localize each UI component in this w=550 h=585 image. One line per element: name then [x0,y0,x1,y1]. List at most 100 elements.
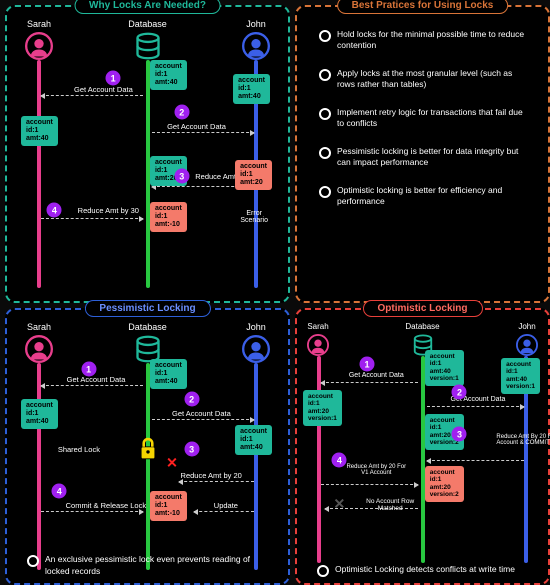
panel-best-practices: Best Pratices for Using Locks Hold locks… [295,5,550,303]
step-badge: 1 [360,357,375,372]
data-box: accountid:1amt:40 [150,60,187,90]
msg-label: Get Account Data [167,122,226,131]
list-item: Optimistic locking is better for efficie… [309,185,536,208]
list-text: Pessimistic locking is better for data i… [337,146,526,169]
actor-john: John [242,19,270,60]
arrow [41,95,143,96]
list-text: Optimistic locking is better for efficie… [337,185,526,208]
bullet-icon [319,30,331,42]
actor-sarah: Sarah [25,322,53,363]
msg-label: No Account Row Matched [355,498,425,512]
lane-db [146,60,150,288]
actor-john: John [242,322,270,363]
arrow [41,218,143,219]
actor-sarah: Sarah [307,322,329,356]
step-badge: 4 [47,203,62,218]
data-box: accountid:1amt:40 [21,116,58,146]
step-badge: 1 [106,71,121,86]
person-icon [25,32,53,60]
person-icon [516,334,538,356]
lane-john [254,363,258,570]
data-box: accountid:1amt:40version:1 [501,358,540,394]
panel-title-opt: Optimistic Locking [362,300,482,317]
actor-label: Sarah [27,322,51,332]
msg-label: Get Account Data [349,372,404,379]
footnote: Optimistic Locking detects conflicts at … [307,564,538,577]
data-box: accountid:1amt:40version:1 [425,350,464,386]
footnote-text: Optimistic Locking detects conflicts at … [335,564,515,575]
msg-label: Get Account Data [172,409,231,418]
msg-label: Reduce Amt by 20 For V1 Account [344,464,408,476]
data-box: accountid:1amt:-10 [150,491,187,521]
list-text: Hold locks for the minimal possible time… [337,29,526,52]
actor-database: Database [128,322,167,363]
bp-list: Hold locks for the minimal possible time… [297,7,548,218]
step-badge: 3 [184,442,199,457]
database-icon [134,32,162,60]
data-box: accountid:1amt:20 [235,160,272,190]
actor-label: Sarah [307,322,328,331]
person-icon [242,335,270,363]
arrow [194,511,254,512]
msg-label: Reduce Amt by 30 [78,206,139,215]
footnote-text: An exclusive pessimistic lock even preve… [45,554,268,577]
list-item: Hold locks for the minimal possible time… [309,29,536,52]
arrow [152,132,254,133]
data-box: accountid:1amt:20version:1 [303,390,342,426]
bullet-icon [319,186,331,198]
panel-title-pess: Pessimistic Locking [84,300,210,317]
lock-icon [137,437,159,466]
sequence-lanes: accountid:1amt:40 1 Get Account Data acc… [25,363,270,578]
step-badge: 4 [52,484,67,499]
step-badge: 3 [452,427,467,442]
list-item: Apply locks at the most granular level (… [309,68,536,91]
msg-label: Commit & Release Lock [66,501,146,510]
list-item: Implement retry logic for transactions t… [309,107,536,130]
error-label: ErrorScenario [240,210,268,224]
step-badge: 3 [174,169,189,184]
arrow [427,406,524,407]
panel-why-locks: Why Locks Are Needed? Sarah Database Joh… [5,5,290,303]
panel-title-bp: Best Pratices for Using Locks [337,0,509,14]
msg-label: Get Account Data [74,85,133,94]
actor-sarah: Sarah [25,19,53,60]
data-box: accountid:1amt:40 [150,359,187,389]
list-item: Pessimistic locking is better for data i… [309,146,536,169]
arrow [41,511,143,512]
actor-label: Database [128,19,167,29]
arrow [427,460,524,461]
person-icon [242,32,270,60]
msg-label: Shared Lock [58,445,100,454]
msg-label: Reduce Amt by 20 [181,471,242,480]
arrow [179,481,254,482]
step-badge: 2 [184,392,199,407]
list-text: Implement retry logic for transactions t… [337,107,526,130]
msg-label: Reduce Amt By 20 For V1 Account & COMMIT [496,434,550,446]
step-badge: 4 [332,453,347,468]
data-box: accountid:1amt:-10 [150,202,187,232]
msg-label: Get Account Data [67,375,126,384]
lane-sarah [317,356,321,563]
actors-row: Sarah Database John [7,7,288,60]
data-box: accountid:1amt:20version:2 [425,466,464,502]
panel-optimistic: Optimistic Locking Sarah Database John a… [295,308,550,585]
panel-title-why: Why Locks Are Needed? [74,0,221,14]
arrow [152,419,254,420]
list-text: Apply locks at the most granular level (… [337,68,526,91]
lane-db [421,356,425,563]
person-icon [25,335,53,363]
bullet-icon [317,565,329,577]
actor-label: Database [128,322,167,332]
arrow [321,484,418,485]
actor-label: Database [405,322,439,331]
bullet-icon [319,108,331,120]
actor-label: John [246,322,266,332]
sequence-lanes: accountid:1amt:40 1 Get Account Data acc… [25,60,270,296]
bullet-icon [319,69,331,81]
step-badge: 1 [81,362,96,377]
step-badge: 2 [174,105,189,120]
data-box: accountid:1amt:40 [233,74,270,104]
cross-icon: ✕ [333,496,345,513]
person-icon [307,334,329,356]
arrow [41,385,143,386]
